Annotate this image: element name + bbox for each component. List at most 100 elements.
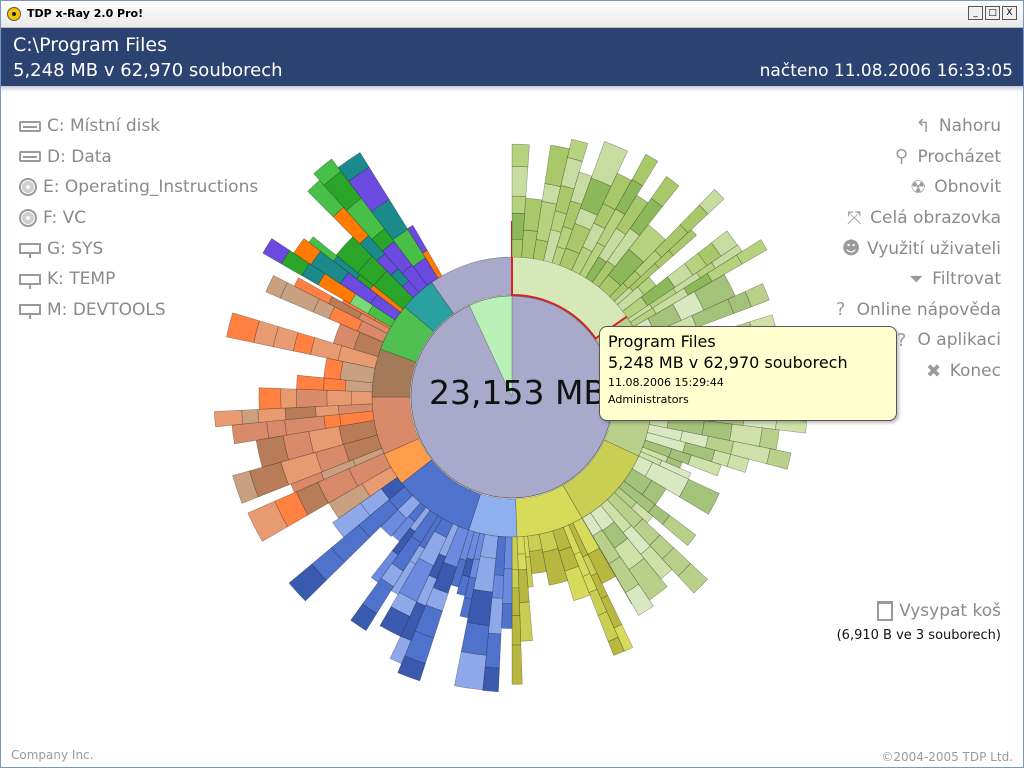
sunburst-outer-segment[interactable] [705,435,735,455]
sunburst-outer-segment[interactable] [511,238,524,258]
sunburst-outer-segment[interactable] [356,274,374,290]
sunburst-outer-segment[interactable] [582,554,598,577]
sunburst-outer-segment[interactable] [625,583,654,616]
sunburst-outer-segment[interactable] [672,272,701,294]
sunburst-outer-segment[interactable] [523,535,531,558]
sunburst-ring1-segment[interactable] [371,348,417,398]
sunburst-outer-segment[interactable] [332,206,369,245]
sunburst-outer-segment[interactable] [332,323,361,350]
sunburst-outer-segment[interactable] [617,579,633,605]
sunburst-outer-segment[interactable] [766,448,792,470]
sunburst-outer-segment[interactable] [665,456,683,469]
sunburst-outer-segment[interactable] [650,176,680,208]
sunburst-outer-segment[interactable] [337,152,370,182]
sunburst-outer-segment[interactable] [406,224,428,254]
sunburst-outer-segment[interactable] [654,250,674,269]
browse-button[interactable]: ⚲ Procházet [831,142,1001,173]
sunburst-outer-segment[interactable] [511,644,523,685]
sunburst-outer-segment[interactable] [339,361,376,384]
sunburst-outer-segment[interactable] [266,419,287,439]
sunburst-outer-segment[interactable] [629,197,663,236]
sunburst-outer-segment[interactable] [550,210,568,233]
sunburst-outer-segment[interactable] [511,143,530,168]
sunburst-outer-segment[interactable] [459,597,473,619]
sunburst-outer-segment[interactable] [392,228,426,267]
fullscreen-button[interactable]: ⤧ Celá obrazovka [831,203,1001,234]
sunburst-outer-segment[interactable] [631,153,659,187]
sunburst-outer-segment[interactable] [574,207,598,231]
sunburst-outer-segment[interactable] [379,606,411,637]
sunburst-outer-segment[interactable] [390,268,410,288]
sunburst-outer-segment[interactable] [572,517,600,555]
sunburst-outer-segment[interactable] [501,603,513,629]
sunburst-outer-segment[interactable] [293,238,321,265]
sunburst-outer-segment[interactable] [317,468,359,504]
sunburst-outer-segment[interactable] [350,603,378,631]
sunburst-outer-segment[interactable] [613,487,637,509]
sunburst-outer-segment[interactable] [521,229,538,259]
sunburst-outer-segment[interactable] [654,224,689,258]
sunburst-outer-segment[interactable] [312,298,336,320]
sunburst-outer-segment[interactable] [511,195,527,214]
sunburst-outer-segment[interactable] [538,530,559,553]
sunburst-outer-segment[interactable] [348,452,392,487]
sunburst-outer-segment[interactable] [296,374,325,391]
sunburst-outer-segment[interactable] [288,563,327,602]
sunburst-outer-segment[interactable] [727,291,752,314]
sunburst-outer-segment[interactable] [613,286,634,306]
empty-trash-button[interactable]: Vysypat koš [837,598,1001,624]
sunburst-outer-segment[interactable] [618,480,656,513]
sunburst-outer-segment[interactable] [607,636,625,656]
sunburst-outer-segment[interactable] [662,515,697,547]
sunburst-outer-segment[interactable] [511,166,529,197]
sunburst-outer-segment[interactable] [641,480,667,506]
sunburst-outer-segment[interactable] [582,222,606,253]
sunburst-outer-segment[interactable] [323,357,344,380]
filter-button[interactable]: ⏷ Filtrovat [831,264,1001,295]
close-button[interactable]: X [1002,6,1017,20]
sunburst-outer-segment[interactable] [532,239,549,261]
sunburst-outer-segment[interactable] [511,212,525,240]
sunburst-outer-segment[interactable] [511,615,522,646]
sunburst-outer-segment[interactable] [284,415,326,436]
sunburst-outer-segment[interactable] [527,533,543,552]
sunburst-outer-segment[interactable] [598,227,627,263]
sunburst-outer-segment[interactable] [232,470,259,504]
sunburst-outer-segment[interactable] [262,238,291,265]
sunburst-ring1-segment[interactable] [380,306,435,363]
sunburst-outer-segment[interactable] [535,201,558,243]
sunburst-outer-segment[interactable] [296,388,328,408]
sunburst-outer-segment[interactable] [401,264,428,293]
sunburst-outer-segment[interactable] [605,559,619,581]
sunburst-outer-segment[interactable] [597,611,619,642]
sunburst-outer-segment[interactable] [425,587,449,612]
sunburst-outer-segment[interactable] [337,345,379,369]
maximize-button[interactable]: □ [985,6,1000,20]
sunburst-outer-segment[interactable] [330,524,371,563]
sunburst-outer-segment[interactable] [706,254,743,282]
drive-m[interactable]: M: DEVTOOLS [19,295,258,326]
title-bar[interactable]: TDP x-Ray 2.0 Pro! _ □ X [1,1,1023,28]
sunburst-outer-segment[interactable] [370,550,399,583]
sunburst-outer-segment[interactable] [380,562,404,588]
sunburst-outer-segment[interactable] [464,576,477,600]
sunburst-outer-segment[interactable] [567,138,589,162]
sunburst-outer-segment[interactable] [637,276,657,296]
sunburst-outer-segment[interactable] [659,460,692,480]
sunburst-outer-segment[interactable] [493,535,506,576]
sunburst-outer-segment[interactable] [736,239,768,265]
sunburst-outer-segment[interactable] [380,476,405,500]
sunburst-outer-segment[interactable] [679,430,709,449]
sunburst-outer-segment[interactable] [241,409,260,425]
sunburst-outer-segment[interactable] [571,246,593,275]
sunburst-outer-segment[interactable] [615,194,649,236]
refresh-button[interactable]: ☢ Obnovit [831,172,1001,203]
sunburst-outer-segment[interactable] [390,591,418,617]
sunburst-outer-segment[interactable] [326,389,352,407]
sunburst-outer-segment[interactable] [371,199,409,241]
sunburst-outer-segment[interactable] [729,423,763,447]
drive-g[interactable]: G: SYS [19,233,258,264]
sunburst-outer-segment[interactable] [473,555,497,593]
free-space-slice[interactable] [468,295,513,398]
sunburst-outer-segment[interactable] [517,569,530,603]
